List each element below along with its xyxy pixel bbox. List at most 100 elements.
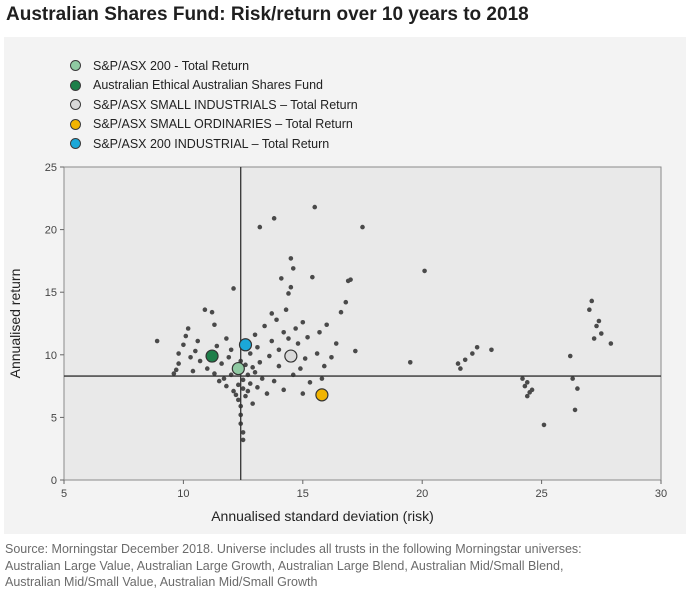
universe-point (302, 356, 308, 361)
universe-point (295, 341, 301, 346)
point-small-industrials (284, 349, 298, 363)
universe-point (271, 216, 277, 221)
universe-point (176, 361, 181, 366)
universe-point (314, 351, 320, 356)
universe-point (608, 341, 614, 346)
universe-point (269, 338, 275, 344)
universe-point (455, 361, 461, 366)
universe-point (589, 298, 595, 304)
universe-point (183, 333, 189, 339)
universe-point (276, 347, 282, 353)
universe-point (247, 351, 253, 356)
universe-point (279, 276, 284, 281)
universe-point (264, 391, 270, 396)
universe-point (522, 383, 528, 389)
legend-marker-icon (70, 60, 81, 72)
universe-point (240, 430, 246, 435)
y-tick-label: 10 (45, 350, 57, 362)
universe-point (422, 268, 427, 274)
universe-point (407, 360, 413, 365)
universe-point (154, 338, 160, 344)
universe-point (204, 366, 210, 371)
chart-title: Australian Shares Fund: Risk/return over… (6, 4, 529, 25)
x-tick-label: 10 (177, 488, 189, 500)
x-tick-label: 20 (416, 488, 428, 500)
universe-point (474, 344, 480, 350)
universe-point (243, 393, 248, 399)
universe-point (259, 376, 265, 381)
universe-point (338, 309, 344, 315)
x-axis-label: Annualised standard deviation (risk) (211, 508, 434, 524)
universe-point (255, 344, 260, 350)
universe-point (257, 360, 263, 365)
source-line-1: Source: Morningstar December 2018. Unive… (5, 542, 582, 556)
universe-point (276, 363, 282, 369)
y-tick-label: 15 (45, 287, 57, 299)
legend-item: S&P/ASX 200 INDUSTRIAL – Total Return (70, 134, 358, 154)
universe-point (353, 348, 358, 354)
universe-point (176, 351, 181, 356)
legend-label: S&P/ASX 200 - Total Return (93, 58, 250, 73)
legend-marker-icon (70, 79, 81, 91)
universe-point (221, 376, 227, 381)
legend-label: S&P/ASX SMALL ORDINARIES – Total Return (93, 117, 353, 132)
universe-point (286, 336, 291, 341)
universe-point (271, 378, 277, 384)
universe-point (591, 336, 597, 341)
universe-point (317, 329, 322, 335)
universe-point (594, 323, 599, 329)
universe-point (520, 376, 525, 381)
universe-point (193, 348, 198, 354)
universe-point (252, 370, 258, 375)
universe-point (216, 378, 222, 384)
legend-item: S&P/ASX 200 - Total Return (70, 56, 358, 76)
universe-point (348, 277, 353, 282)
universe-point (255, 385, 260, 390)
legend-label: S&P/ASX SMALL INDUSTRIALS – Total Return (93, 97, 358, 112)
universe-point (324, 322, 329, 328)
universe-point (529, 387, 535, 393)
universe-point (245, 388, 251, 394)
universe-point (321, 363, 327, 369)
universe-point (489, 347, 494, 353)
universe-point (257, 224, 263, 230)
universe-point (360, 224, 365, 230)
universe-point (185, 326, 191, 331)
universe-point (305, 334, 310, 340)
universe-point (596, 318, 602, 324)
universe-point (283, 307, 289, 313)
universe-point (281, 329, 286, 335)
universe-point (224, 336, 229, 341)
legend-marker-icon (70, 118, 81, 130)
legend-marker-icon (70, 99, 81, 111)
universe-point (599, 331, 604, 336)
x-tick-label: 30 (655, 488, 667, 500)
universe-point (298, 366, 303, 371)
x-tick-label: 15 (297, 488, 309, 500)
universe-point (247, 381, 253, 386)
universe-point (171, 371, 177, 376)
universe-point (470, 351, 475, 356)
universe-point (224, 383, 229, 389)
universe-point (240, 377, 246, 383)
universe-point (462, 357, 468, 363)
universe-point (288, 284, 294, 290)
universe-point (240, 386, 246, 391)
universe-point (567, 353, 573, 359)
universe-point (262, 323, 267, 329)
legend-item: S&P/ASX SMALL ORDINARIES – Total Return (70, 115, 358, 135)
y-tick-label: 5 (51, 412, 57, 424)
universe-point (524, 380, 530, 385)
y-tick-label: 0 (51, 475, 57, 487)
universe-point (233, 392, 239, 398)
universe-point (173, 367, 179, 373)
y-tick-label: 20 (45, 225, 57, 237)
universe-point (231, 388, 236, 394)
universe-point (228, 347, 234, 353)
universe-point (202, 307, 208, 313)
universe-point (274, 317, 279, 323)
point-australian-ethical-fund (205, 349, 219, 363)
legend-label: S&P/ASX 200 INDUSTRIAL – Total Return (93, 136, 330, 151)
universe-point (226, 355, 232, 360)
